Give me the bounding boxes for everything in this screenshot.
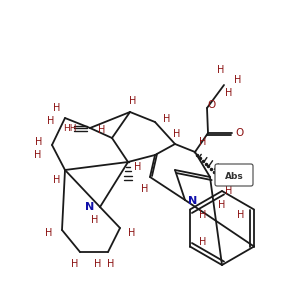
Text: H: H: [199, 210, 207, 219]
Text: H: H: [91, 215, 99, 225]
Text: N: N: [85, 202, 95, 212]
Text: N: N: [188, 196, 198, 206]
Text: H: H: [47, 116, 55, 126]
Text: H: H: [199, 137, 207, 147]
Text: H: H: [34, 150, 42, 160]
Text: H: H: [225, 186, 233, 196]
Text: H: H: [53, 103, 61, 113]
Text: O: O: [235, 128, 243, 138]
Text: H: H: [217, 65, 225, 75]
Text: H: H: [134, 162, 142, 172]
Text: H: H: [94, 259, 102, 269]
Text: H: H: [45, 228, 53, 238]
Text: H: H: [107, 259, 115, 269]
Text: H: H: [234, 75, 242, 85]
Text: H: H: [35, 137, 43, 147]
Text: H: H: [199, 237, 207, 247]
Text: Abs: Abs: [225, 171, 243, 181]
Text: H: H: [128, 228, 136, 238]
FancyBboxPatch shape: [215, 164, 253, 186]
Text: O: O: [208, 100, 216, 110]
Text: H: H: [163, 114, 171, 124]
Text: H: H: [141, 184, 149, 194]
Text: H: H: [53, 175, 61, 185]
Text: H: H: [98, 125, 106, 135]
Text: H: H: [129, 96, 137, 106]
Text: H: H: [237, 210, 245, 219]
Text: H: H: [225, 88, 233, 98]
Text: H: H: [218, 200, 226, 210]
Text: HH: HH: [63, 124, 77, 132]
Text: H: H: [71, 259, 79, 269]
Text: H: H: [173, 129, 181, 139]
